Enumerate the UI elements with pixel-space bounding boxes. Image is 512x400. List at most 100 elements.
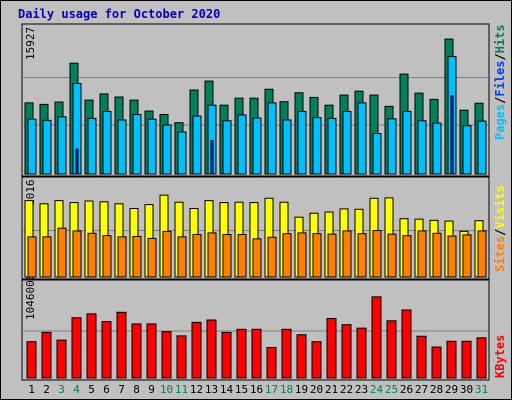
files-bar [357,102,367,175]
files-bar [57,116,67,175]
kbytes-bar [146,323,157,379]
sites-bar [132,235,142,278]
day-label: 8 [133,383,140,396]
chart-title: Daily usage for October 2020 [18,7,221,21]
svg-text:KBytes: KBytes [493,335,507,378]
files-bar [327,117,337,175]
day-label: 24 [370,383,384,396]
files-bar [147,118,157,175]
files-bar [102,110,112,175]
sites-bar [42,236,52,278]
visits-max-label: 1016 [24,180,37,207]
sites-bar [342,230,352,278]
files-bar [372,133,382,175]
legend-visits-panel: Sites/Visits [493,185,507,272]
sites-bar [177,236,187,278]
kbytes-bar [401,309,412,379]
day-label: 26 [400,383,413,396]
day-label: 20 [310,383,323,396]
day-label: 16 [250,383,263,396]
kbytes-bar [356,327,367,379]
sites-bar [147,237,157,278]
sites-bar [87,232,97,278]
sites-bar [192,233,202,278]
day-label: 21 [325,383,338,396]
sites-bar [162,230,172,278]
sites-bar [462,234,472,278]
kbytes-bar [251,328,262,379]
kbytes-bar [191,321,202,379]
day-label: 31 [475,383,488,396]
sites-bar [477,230,487,278]
day-label: 19 [295,383,308,396]
sites-bar [207,232,217,278]
pages-bar [210,140,214,175]
day-label: 28 [430,383,443,396]
sites-bar [357,233,367,278]
sites-bar [327,233,337,278]
day-label: 5 [88,383,95,396]
kbytes-bar [416,335,427,379]
sites-bar [27,236,37,278]
sites-bar [267,236,277,278]
kbytes-bar [431,346,442,379]
day-label: 2 [43,383,50,396]
kbytes-bar [71,317,82,379]
kbytes-bar [176,335,187,379]
sites-bar [117,236,127,278]
files-bar [417,120,427,175]
day-label: 13 [205,383,218,396]
kbytes-bar [56,339,67,379]
sites-bar [402,235,412,278]
sites-bar [372,230,382,278]
day-label: 27 [415,383,428,396]
sites-bar [237,233,247,278]
files-bar [432,122,442,175]
sites-bar [432,232,442,278]
kbytes-bar [341,324,352,379]
sites-bar [387,233,397,278]
day-label: 4 [73,383,80,396]
kbytes-bar [446,340,457,379]
kbytes-bar [371,296,382,379]
files-bar [252,117,262,175]
legend-kbytes-panel: KBytes [493,335,507,378]
day-label: 15 [235,383,248,396]
hits-max-label: 15927 [24,27,37,60]
kbytes-bar [41,331,52,379]
svg-text:Sites/Visits: Sites/Visits [493,185,507,272]
kbytes-bar [206,319,217,379]
day-label: 25 [385,383,398,396]
day-label: 11 [175,383,188,396]
day-label: 12 [190,383,203,396]
sites-bar [252,238,262,278]
day-label: 9 [148,383,155,396]
files-bar [297,110,307,175]
files-bar [402,110,412,175]
kbytes-bar [311,341,322,379]
day-label: 18 [280,383,293,396]
files-bar [192,115,202,175]
files-bar [42,119,52,175]
day-label: 30 [460,383,473,396]
files-bar [462,125,472,175]
pages-bar [450,95,454,175]
day-label: 6 [103,383,110,396]
day-label: 1 [28,383,35,396]
files-bar [267,102,277,175]
sites-bar [102,235,112,278]
files-bar [132,114,142,175]
day-label: 22 [340,383,353,396]
kbytes-bar [221,331,232,379]
legend-files: Files [493,61,507,97]
legend-hits: Hits [493,24,507,53]
files-bar [282,119,292,175]
files-bar [237,114,247,175]
kbytes-bar [101,321,112,379]
kbytes-bar [281,328,292,379]
files-bar [117,119,127,175]
kbytes-bar [476,337,487,379]
files-bar [87,117,97,175]
sites-bar [57,227,67,278]
